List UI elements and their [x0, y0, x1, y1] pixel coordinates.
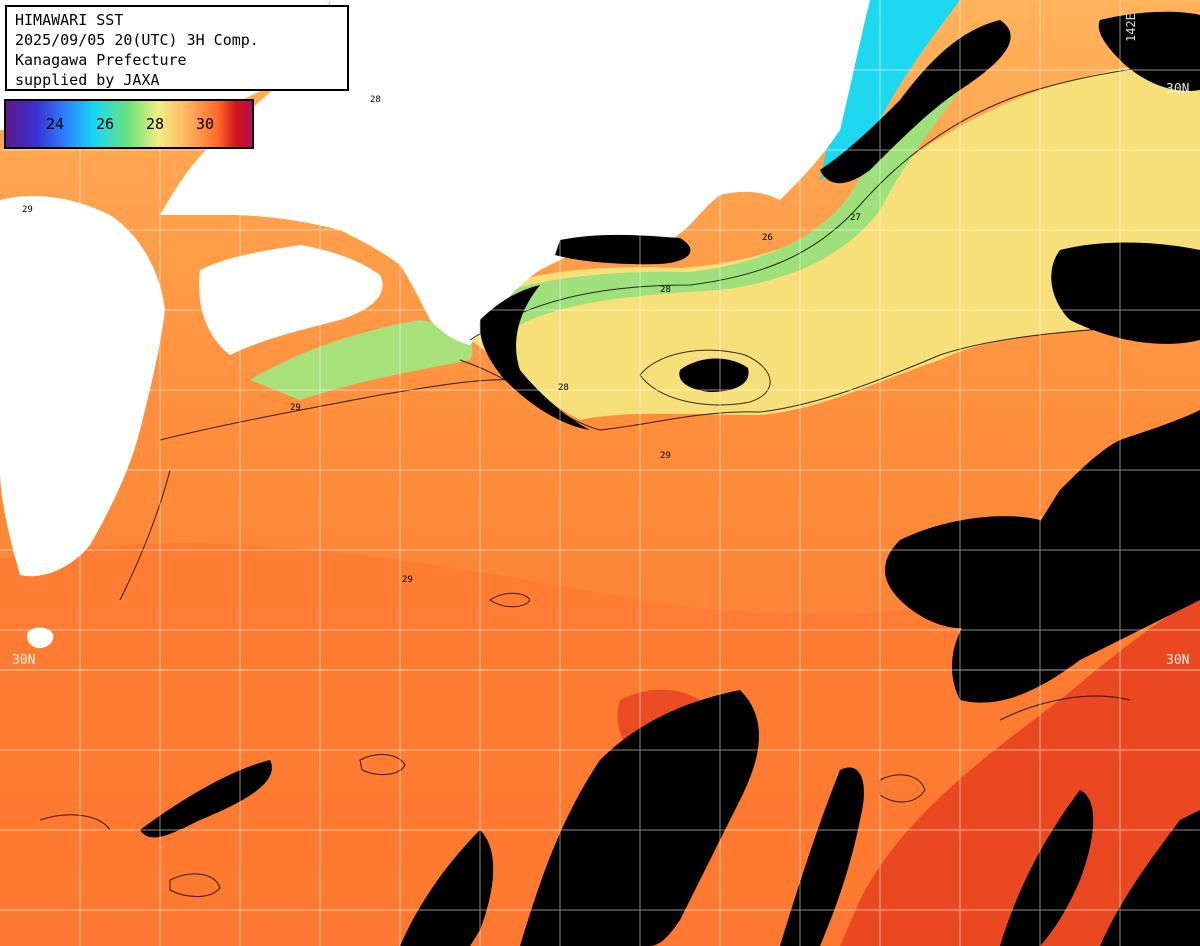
map-region: Kanagawa Prefecture: [15, 51, 187, 69]
land-kyushu: [0, 195, 165, 577]
legend-tick-26: 26: [96, 115, 115, 133]
map-datetime: 2025/09/05 20(UTC) 3H Comp.: [15, 31, 259, 49]
cloud-center: [885, 516, 1046, 629]
legend-tick-28: 28: [146, 115, 165, 133]
cloud-top-right: [1098, 11, 1200, 91]
cloud-streak-2: [1000, 790, 1094, 946]
cloud-streak-1: [780, 767, 864, 946]
cloud-east: [951, 410, 1200, 703]
contour-label: 28: [370, 95, 381, 105]
info-box: HIMAWARI SST 2025/09/05 20(UTC) 3H Comp.…: [5, 5, 349, 91]
temperature-legend: 24 26 28 30: [4, 99, 254, 149]
lat-label-right: 30N: [1166, 653, 1190, 668]
contour-label: 29: [22, 205, 33, 215]
cloud-coast-strip-2: [555, 234, 691, 265]
cloud-west-streak: [140, 760, 272, 838]
legend-tick-24: 24: [46, 115, 65, 133]
contour-label: 29: [660, 451, 671, 461]
land-island-south: [27, 627, 54, 649]
contour-label: 26: [762, 233, 773, 243]
lat-label-left: 30N: [12, 653, 36, 668]
map-title: HIMAWARI SST: [15, 11, 124, 29]
cloud-south-2: [400, 830, 494, 946]
lat-label-top-right: 30N: [1166, 82, 1190, 97]
map-credit: supplied by JAXA: [15, 71, 160, 89]
cloud-coast-strip: [479, 285, 590, 430]
contour-label: 28: [660, 285, 671, 295]
hot-patch: [840, 600, 1200, 946]
contour-label: 29: [290, 403, 301, 413]
contour-label: 29: [402, 575, 413, 585]
cloud-south: [520, 690, 759, 946]
contour-label: 28: [558, 383, 569, 393]
cold-coastal-band-west: [250, 320, 473, 400]
cloud-northeast: [1051, 242, 1200, 344]
contours: [39, 61, 1200, 897]
legend-tick-30: 30: [196, 115, 215, 133]
cloud-coast-strip-3: [820, 20, 1011, 184]
cloud-streak-3: [1100, 810, 1200, 946]
contour-label: 27: [850, 213, 861, 223]
lon-label-top-right: 142E: [1124, 13, 1138, 42]
lon-label-top: 136E: [484, 13, 498, 42]
land-shikoku: [199, 245, 383, 355]
contour-labels: 28 29 28 28 27 26 29 29 29: [22, 95, 861, 585]
cloud-bay-hole: [679, 358, 749, 392]
